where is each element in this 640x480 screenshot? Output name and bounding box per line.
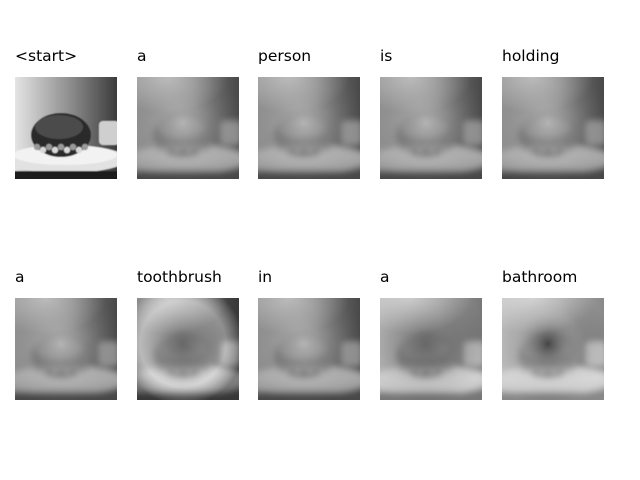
- attention-image-6: [15, 298, 117, 400]
- attention-image-3: [258, 77, 360, 179]
- panel-label-10: bathroom: [502, 268, 578, 286]
- attention-image-9: [380, 298, 482, 400]
- attention-image-2: [137, 77, 239, 179]
- panel-label-5: holding: [502, 47, 560, 65]
- panel-label-8: in: [258, 268, 273, 286]
- attention-image-7: [137, 298, 239, 400]
- attention-image-5: [502, 77, 604, 179]
- panel-label-3: person: [258, 47, 312, 65]
- panel-label-4: is: [380, 47, 393, 65]
- attention-image-4: [380, 77, 482, 179]
- attention-image-1: [15, 77, 117, 179]
- panel-label-1: <start>: [15, 47, 78, 65]
- attention-image-10: [502, 298, 604, 400]
- panel-label-9: a: [380, 268, 390, 286]
- attention-image-8: [258, 298, 360, 400]
- panel-label-2: a: [137, 47, 147, 65]
- panel-label-6: a: [15, 268, 25, 286]
- panel-label-7: toothbrush: [137, 268, 222, 286]
